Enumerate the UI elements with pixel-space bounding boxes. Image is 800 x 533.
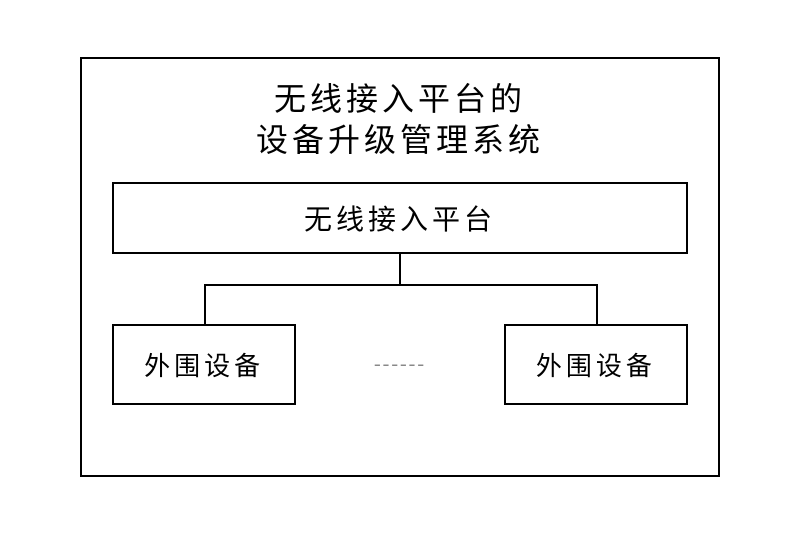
title-line-1: 无线接入平台的 (112, 79, 688, 121)
diagram-container: 无线接入平台的 设备升级管理系统 无线接入平台 外围设备 ------ 外围设备 (80, 57, 720, 477)
device-node-left: 外围设备 (112, 324, 296, 405)
connector-lines (112, 254, 688, 324)
connector-horizontal (204, 284, 596, 286)
connector-vertical-right (596, 284, 598, 324)
title-line-2: 设备升级管理系统 (112, 120, 688, 162)
diagram-title: 无线接入平台的 设备升级管理系统 (112, 79, 688, 162)
device-right-label: 外围设备 (536, 352, 656, 381)
device-row: 外围设备 ------ 外围设备 (112, 324, 688, 405)
platform-label: 无线接入平台 (304, 205, 496, 236)
device-left-label: 外围设备 (144, 352, 264, 381)
connector-vertical-left (204, 284, 206, 324)
device-node-right: 外围设备 (504, 324, 688, 405)
platform-node: 无线接入平台 (112, 182, 688, 254)
ellipsis-indicator: ------ (374, 353, 426, 376)
connector-vertical-top (399, 254, 401, 284)
